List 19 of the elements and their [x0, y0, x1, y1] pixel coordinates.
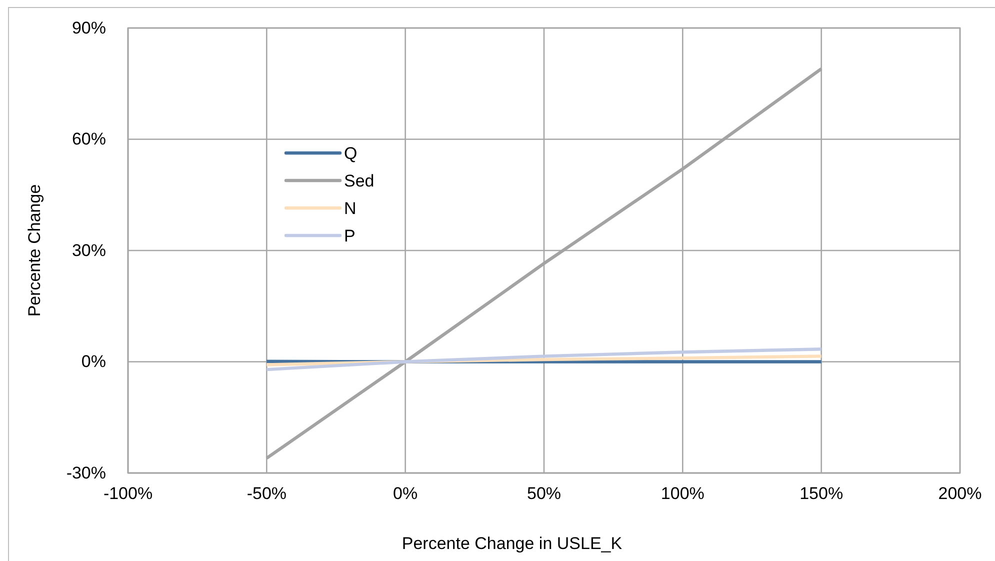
y-tick-label: 30%: [72, 240, 106, 260]
x-tick-label: 100%: [660, 484, 704, 504]
x-tick-label: 150%: [800, 484, 844, 504]
legend-label: N: [344, 199, 356, 218]
y-tick-label: 0%: [81, 352, 106, 372]
legend-label: Sed: [344, 172, 374, 190]
line-series: [265, 348, 823, 372]
x-tick-label: -50%: [246, 484, 287, 504]
x-tick-label: 50%: [526, 484, 562, 504]
x-tick-label: -100%: [103, 484, 153, 504]
y-tick-label: 60%: [72, 130, 106, 149]
y-tick-label: 90%: [72, 18, 106, 38]
y-tick-label: -30%: [66, 463, 106, 482]
x-tick-label: 200%: [938, 484, 982, 504]
legend-label: P: [344, 226, 356, 246]
y-axis-title: Percente Change: [25, 184, 44, 317]
x-tick-label: 0%: [393, 484, 418, 504]
x-axis-title: Percente Change in USLE_K: [402, 534, 623, 553]
legend-label: Q: [344, 144, 358, 163]
